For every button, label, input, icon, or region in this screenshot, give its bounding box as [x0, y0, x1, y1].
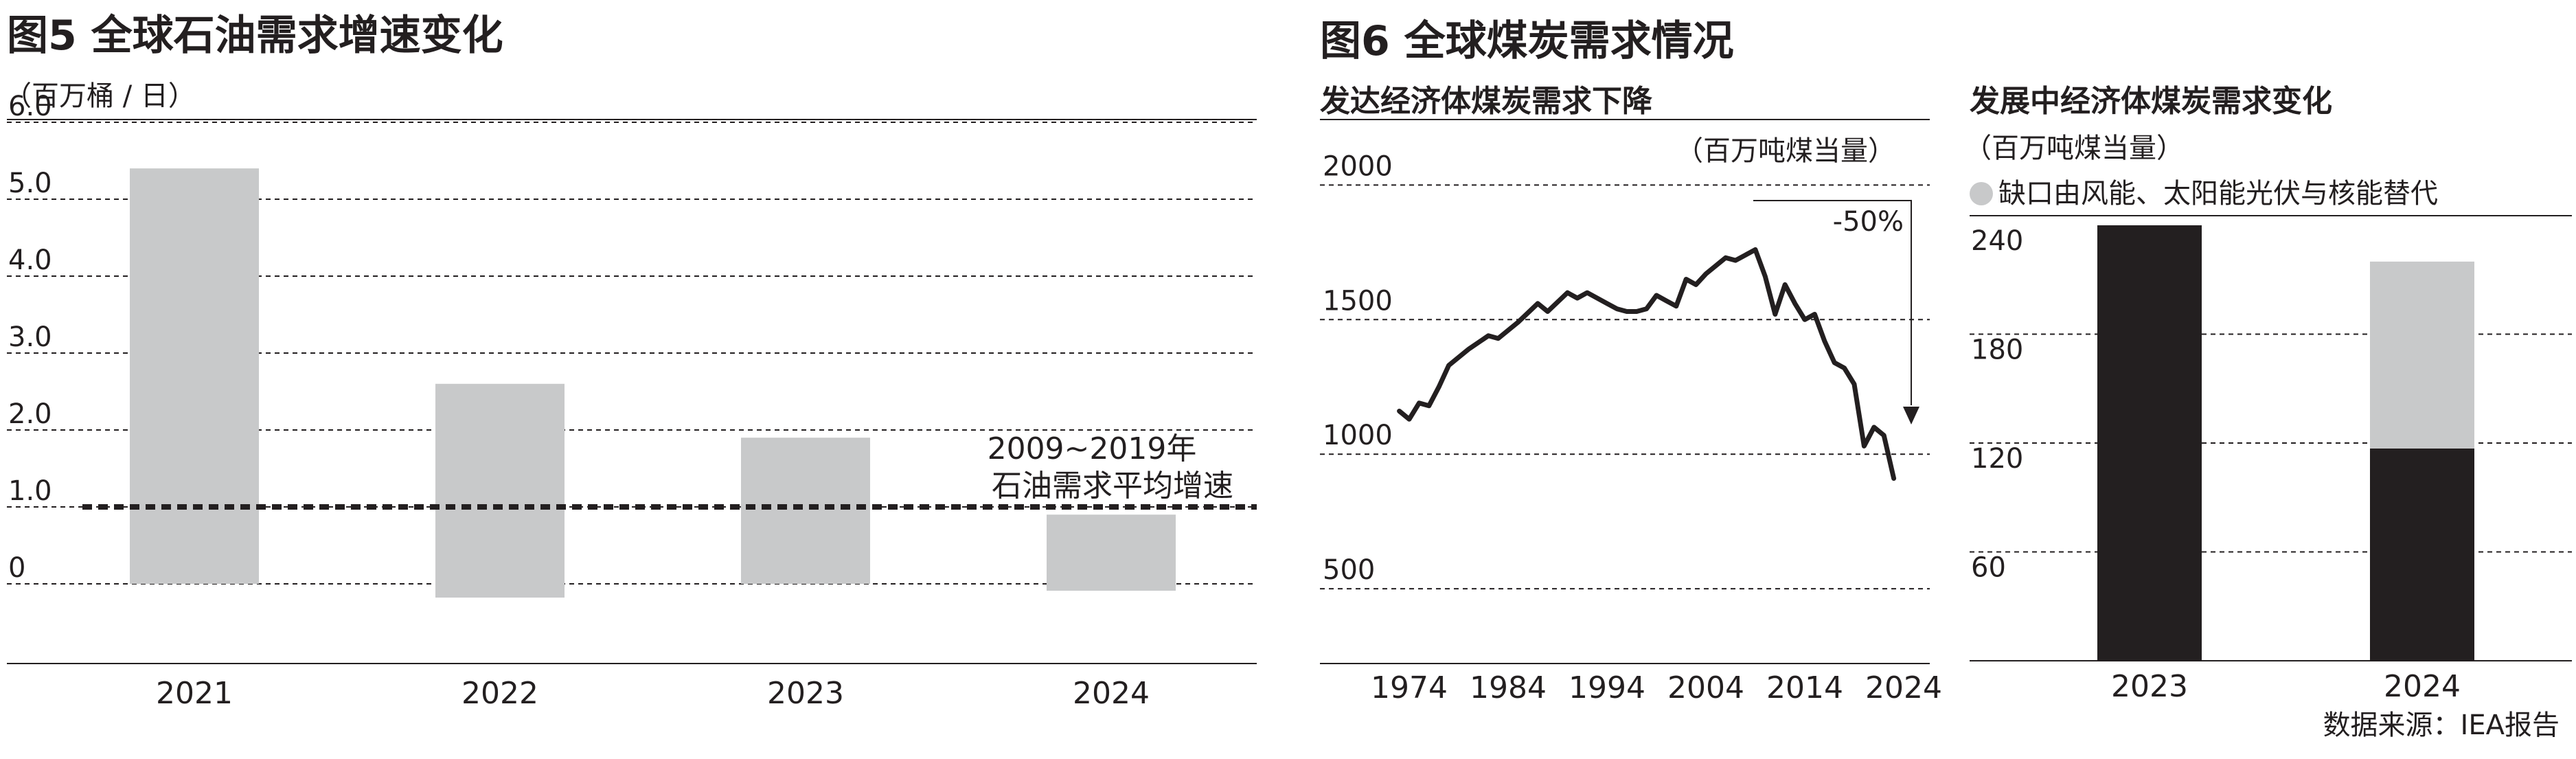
fig6-left-drop-arrowhead: [1903, 407, 1919, 424]
fig6-left-y-tick-label: 500: [1323, 554, 1375, 586]
fig6-left-x-tick-label: 1984: [1470, 670, 1547, 705]
fig5-y-tick-label: 6.0: [8, 91, 52, 122]
source-note: 数据来源：IEA报告: [2323, 710, 2560, 741]
fig6-left-x-tick-label: 2004: [1667, 670, 1744, 705]
fig6-left-coal-demand-line: [1397, 247, 1897, 481]
fig6-left-drop-bracket: [1753, 200, 1912, 405]
fig6-left-y-tick-label: 1500: [1323, 285, 1393, 317]
fig6-right-y-tick-label: 60: [1971, 552, 2006, 584]
fig5-bar-2024: [1047, 514, 1176, 584]
fig5-bar-2024-below-axis: [1047, 584, 1176, 591]
fig6-right-y-tick-label: 240: [1971, 225, 2023, 257]
fig6-right-unit-label: （百万吨煤当量）: [1964, 133, 2184, 164]
fig5-unit-label: （百万桶 / 日）: [4, 80, 196, 112]
fig6-left-x-tick-label: 1974: [1371, 670, 1448, 705]
fig5-y-tick-label: 5.0: [8, 168, 52, 199]
fig6-left-unit-label: （百万吨煤当量）: [1676, 135, 1895, 167]
fig5-x-tick-label: 2024: [1073, 676, 1150, 711]
fig5-reference-label-line1: 2009~2019年: [988, 431, 1197, 466]
fig6-left-y-tick-label: 2000: [1323, 150, 1393, 182]
fig6-right-x-tick-label: 2024: [2384, 669, 2461, 704]
fig6-left-x-tick-label: 2014: [1766, 670, 1843, 705]
fig5-bar-2021: [130, 168, 259, 584]
fig5-x-tick-label: 2023: [767, 676, 844, 711]
fig6-left-x-tick-label: 2024: [1865, 670, 1942, 705]
fig5-reference-label-line2: 石油需求平均增速: [992, 468, 1233, 503]
fig5-bar-2022: [435, 383, 565, 584]
fig5-x-tick-label: 2022: [461, 676, 538, 711]
legend-swatch-gray-circle: [1970, 182, 1993, 205]
fig5-x-tick-label: 2021: [156, 676, 233, 711]
fig5-bar-2022-below-axis: [435, 584, 565, 598]
fig6-right-y-tick-label: 180: [1971, 335, 2023, 366]
fig6-right-subtitle: 发展中经济体煤炭需求变化: [1970, 84, 2332, 119]
fig6-right-bar-coal-2024: [2370, 448, 2474, 661]
fig5-y-tick-label: 4.0: [8, 245, 52, 276]
fig6-developed-coal-chart: 2000 1500 1000 500 1974 1984 1994 2004 2014 2024 -…: [1320, 119, 1942, 705]
fig6-title: 图6 全球煤炭需求情况: [1320, 17, 1734, 65]
legend-item-replaced: 缺口由风能、太阳能光伏与核能替代: [1970, 180, 2438, 207]
fig6-left-subtitle: 发达经济体煤炭需求下降: [1320, 84, 1652, 119]
fig6-right-x-tick-label: 2023: [2111, 669, 2188, 704]
fig6-left-y-tick-label: 1000: [1323, 420, 1393, 451]
legend-label: 缺口由风能、太阳能光伏与核能替代: [1998, 178, 2438, 209]
fig5-title: 图5 全球石油需求增速变化: [7, 12, 503, 60]
fig6-developing-coal-chart: 240 180 120 60 2023 2024: [1970, 215, 2572, 704]
fig5-y-tick-label: 3.0: [8, 321, 52, 353]
fig5-y-tick-label: 0: [8, 552, 25, 584]
fig6-left-x-tick-label: 1994: [1569, 670, 1645, 705]
fig6-left-drop-label: -50%: [1833, 206, 1904, 238]
fig5-oil-chart: 6.0 5.0 4.0 3.0 2.0 1.0 0 2021 2022 2023 2024 2009~…: [7, 91, 1257, 711]
fig6-right-y-tick-label: 120: [1971, 443, 2023, 475]
fig6-right-bar-coal-2023: [2097, 225, 2202, 661]
fig5-y-tick-label: 2.0: [8, 398, 52, 430]
fig6-right-bar-replaced-2024: [2370, 261, 2474, 449]
fig5-y-tick-label: 1.0: [8, 475, 52, 507]
fig5-bar-2023: [741, 438, 870, 584]
